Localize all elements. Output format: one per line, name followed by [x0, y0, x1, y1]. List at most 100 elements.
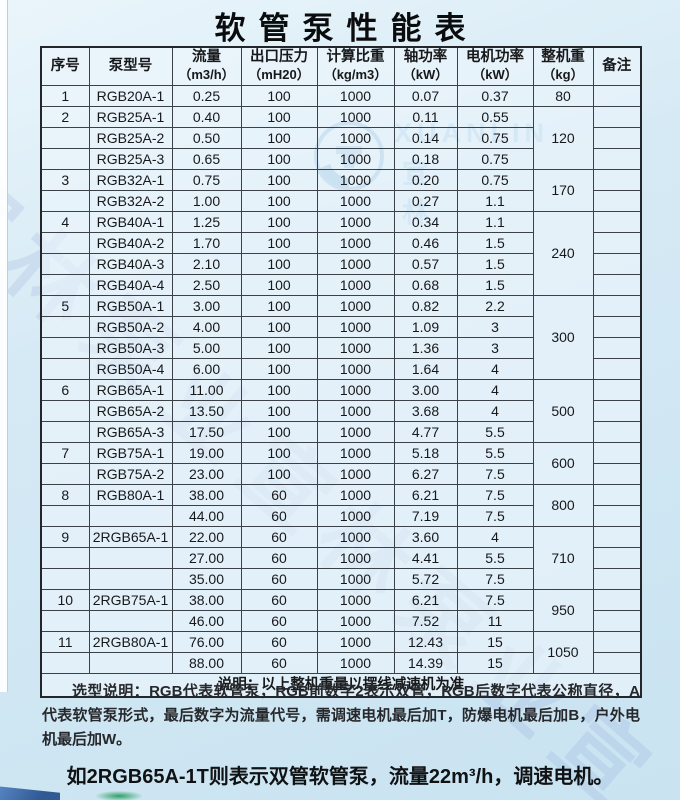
cell-motor: 4: [456, 378, 534, 401]
table-row: 4 RGB40A-1 1.25 100 1000 0.34 1.1 240: [40, 210, 642, 296]
cell-model: 2RGB75A-1: [88, 588, 173, 611]
cell-remark: [592, 315, 642, 338]
cell-model: [88, 567, 173, 590]
column-header: 电机功率 （kW）: [456, 46, 534, 86]
cell-sn: 8: [40, 483, 90, 506]
cell-flow: 0.25: [171, 84, 242, 107]
cell-model: RGB32A-1: [88, 168, 173, 191]
cell-motor: 1.5: [456, 231, 534, 254]
cell-shaft: 5.72: [393, 567, 458, 590]
cell-shaft: 1.09: [393, 315, 458, 338]
selection-instructions: 选型说明：RGB代表软管泵，RGB前数字2表示双管，RGB后数字代表公称直径，A…: [42, 683, 640, 748]
cell-model: RGB75A-1: [88, 441, 173, 464]
cell-pressure: 100: [240, 147, 318, 170]
cell-flow: 1.00: [171, 189, 242, 212]
cell-flow: 35.00: [171, 567, 242, 590]
cell-sn: 2: [40, 105, 90, 128]
cell-shaft: 5.18: [393, 441, 458, 464]
cell-flow: 0.50: [171, 126, 242, 149]
cell-motor: 1.1: [456, 210, 534, 233]
cell-motor: 7.5: [456, 588, 534, 611]
cell-remark: [592, 588, 642, 611]
cell-sn: [40, 189, 90, 212]
cell-model: [88, 651, 173, 674]
cell-pressure: 100: [240, 168, 318, 191]
cell-remark: [592, 105, 642, 128]
cell-sn: [40, 567, 90, 590]
cell-weight: 1050: [532, 630, 594, 674]
cell-shaft: 0.14: [393, 126, 458, 149]
cell-shaft: 0.46: [393, 231, 458, 254]
cell-sn: 11: [40, 630, 90, 653]
cell-flow: 3.00: [171, 294, 242, 317]
cell-flow: 2.50: [171, 273, 242, 296]
cell-shaft: 0.27: [393, 189, 458, 212]
cell-remark: [592, 126, 642, 149]
cell-remark: [592, 294, 642, 317]
cell-model: [88, 609, 173, 632]
cell-density: 1000: [316, 315, 395, 338]
table-row: 10 2RGB75A-1 38.00 60 1000 6.21 7.5 950: [40, 588, 642, 632]
cell-pressure: 60: [240, 588, 318, 611]
cell-sn: [40, 231, 90, 254]
cell-remark: [592, 525, 642, 548]
cell-motor: 4: [456, 525, 534, 548]
cell-model: RGB25A-2: [88, 126, 173, 149]
cell-shaft: 7.52: [393, 609, 458, 632]
cell-sn: [40, 651, 90, 674]
cell-shaft: 6.27: [393, 462, 458, 485]
cell-shaft: 6.21: [393, 588, 458, 611]
cell-weight: 240: [532, 210, 594, 296]
table-row: RGB50A-3 5.00 100 1000 1.36 3: [40, 336, 642, 359]
cell-pressure: 60: [240, 567, 318, 590]
table-row: 11 2RGB80A-1 76.00 60 1000 12.43 15 1050: [40, 630, 642, 674]
cell-flow: 5.00: [171, 336, 242, 359]
cell-model: RGB50A-1: [88, 294, 173, 317]
cell-density: 1000: [316, 294, 395, 317]
cell-shaft: 4.41: [393, 546, 458, 569]
cell-model: RGB65A-3: [88, 420, 173, 443]
cell-flow: 1.25: [171, 210, 242, 233]
cell-motor: 5.5: [456, 546, 534, 569]
cell-flow: 6.00: [171, 357, 242, 380]
cell-motor: 0.75: [456, 126, 534, 149]
table-row: RGB75A-2 23.00 100 1000 6.27 7.5: [40, 462, 642, 485]
cell-density: 1000: [316, 273, 395, 296]
cell-sn: 10: [40, 588, 90, 611]
cell-weight: 950: [532, 588, 594, 632]
cell-weight: 170: [532, 168, 594, 212]
cell-flow: 46.00: [171, 609, 242, 632]
cell-model: RGB40A-4: [88, 273, 173, 296]
cell-remark: [592, 210, 642, 233]
cell-motor: 0.75: [456, 147, 534, 170]
cell-motor: 5.5: [456, 420, 534, 443]
cell-sn: 6: [40, 378, 90, 401]
cell-shaft: 4.77: [393, 420, 458, 443]
cell-pressure: 60: [240, 651, 318, 674]
cell-motor: 5.5: [456, 441, 534, 464]
cell-pressure: 100: [240, 336, 318, 359]
table-row: 8 RGB80A-1 38.00 60 1000 6.21 7.5 800: [40, 483, 642, 527]
cell-weight: 800: [532, 483, 594, 527]
table-row: 27.00 60 1000 4.41 5.5: [40, 546, 642, 569]
cell-shaft: 1.64: [393, 357, 458, 380]
cell-pressure: 60: [240, 546, 318, 569]
cell-remark: [592, 420, 642, 443]
cell-remark: [592, 441, 642, 464]
cell-motor: 7.5: [456, 462, 534, 485]
column-header: 整机重 （kg）: [532, 46, 594, 86]
cell-pressure: 100: [240, 462, 318, 485]
cell-flow: 0.75: [171, 168, 242, 191]
cell-sn: [40, 462, 90, 485]
cell-pressure: 100: [240, 294, 318, 317]
cell-density: 1000: [316, 126, 395, 149]
cell-density: 1000: [316, 483, 395, 506]
cell-flow: 38.00: [171, 483, 242, 506]
table-row: RGB50A-4 6.00 100 1000 1.64 4: [40, 357, 642, 380]
table-row: RGB65A-3 17.50 100 1000 4.77 5.5: [40, 420, 642, 443]
cell-motor: 3: [456, 336, 534, 359]
cell-sn: 5: [40, 294, 90, 317]
cell-shaft: 0.20: [393, 168, 458, 191]
cell-model: RGB20A-1: [88, 84, 173, 107]
